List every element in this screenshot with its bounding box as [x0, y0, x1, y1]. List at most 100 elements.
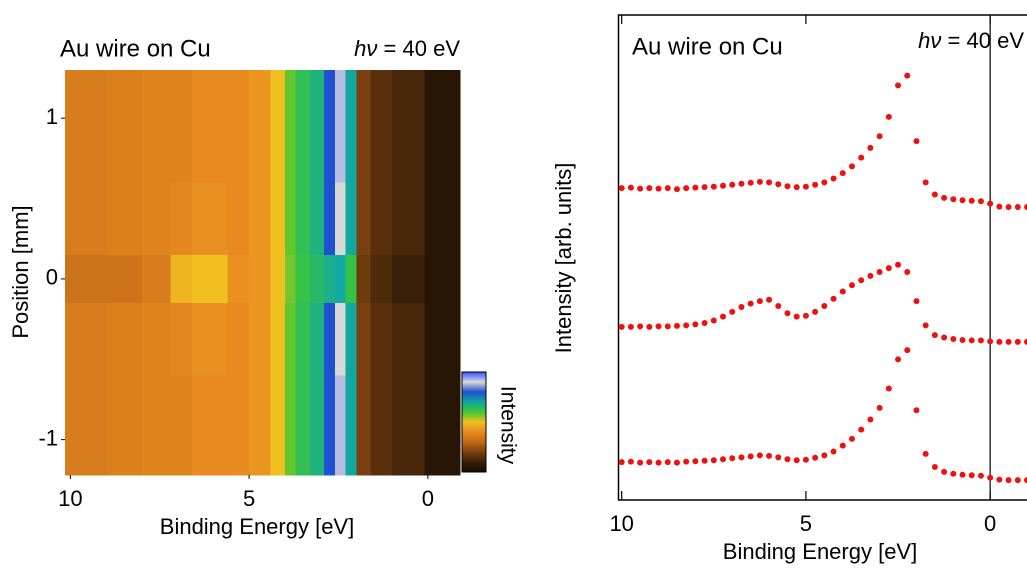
heatmap-cell	[345, 303, 357, 376]
data-point	[618, 459, 625, 466]
y-tick-label: 1	[46, 104, 58, 129]
heatmap-cell	[284, 254, 297, 304]
data-point	[618, 185, 625, 192]
heatmap-cell	[270, 375, 286, 476]
data-point	[977, 472, 984, 479]
data-point	[931, 464, 938, 471]
x-tick-label: 0	[984, 511, 996, 536]
data-point	[673, 186, 680, 193]
heatmap-cell	[141, 303, 171, 376]
data-point	[793, 313, 800, 320]
data-point	[793, 457, 800, 464]
data-point	[876, 133, 883, 140]
heatmap-cell	[284, 182, 297, 256]
data-point	[812, 181, 819, 188]
heatmap-cell	[65, 303, 107, 376]
data-point	[701, 184, 708, 191]
data-point	[968, 197, 975, 204]
edc-title: Au wire on Cu	[632, 33, 783, 60]
data-point	[895, 356, 902, 363]
data-point	[747, 179, 754, 186]
heatmap-cell	[309, 375, 325, 476]
x-tick-label: 10	[609, 511, 633, 536]
data-point	[895, 82, 902, 89]
heatmap-cell	[424, 375, 461, 476]
heatmap-cell	[170, 254, 193, 304]
colorbar-label: Intensity	[496, 386, 519, 465]
data-point	[867, 272, 874, 279]
heatmap-cell	[249, 254, 272, 304]
data-point	[821, 303, 828, 309]
data-point	[729, 455, 736, 462]
heatmap-cell	[65, 375, 107, 476]
heatmap-cell	[345, 182, 357, 256]
heatmap-cell	[392, 375, 425, 476]
data-point	[655, 323, 662, 330]
data-point	[821, 179, 828, 186]
heatmap-cell	[106, 375, 143, 476]
y-tick-label: -1	[38, 425, 58, 450]
heatmap-cell	[170, 375, 193, 476]
data-point	[720, 313, 727, 320]
heatmap-cell	[334, 254, 347, 304]
data-point	[931, 191, 938, 198]
heatmap-cell	[191, 303, 229, 376]
heatmap-cell	[249, 375, 272, 476]
heatmap-cell	[345, 375, 357, 476]
data-point	[664, 185, 671, 192]
edc-x-label: Binding Energy [eV]	[723, 539, 917, 564]
heatmap-cell	[295, 182, 311, 256]
data-point	[747, 453, 754, 460]
data-point	[729, 308, 736, 315]
map-title: Au wire on Cu	[60, 35, 211, 62]
data-point	[913, 298, 920, 305]
data-point	[812, 308, 819, 315]
data-point	[987, 474, 994, 481]
data-point	[775, 181, 782, 188]
data-point	[1014, 338, 1021, 345]
data-point	[775, 454, 782, 461]
data-point	[950, 335, 957, 342]
data-point	[802, 456, 809, 463]
data-point	[1005, 477, 1012, 484]
heatmap-cell	[227, 182, 250, 256]
heatmap-cell	[356, 254, 372, 304]
heatmap-cell	[65, 254, 107, 304]
heatmap-cell	[141, 182, 171, 256]
heatmap-cell	[284, 70, 297, 183]
data-point	[848, 435, 855, 442]
data-point	[756, 452, 763, 459]
data-point	[959, 197, 966, 204]
heatmap-cell	[345, 254, 357, 304]
heatmap-cell	[392, 70, 425, 183]
data-point	[858, 277, 865, 284]
data-point	[710, 183, 717, 190]
heatmap-cell	[270, 254, 286, 304]
heatmap-cell	[65, 182, 107, 256]
data-point	[830, 295, 837, 302]
heatmap-cell	[324, 70, 336, 183]
heatmap-cell	[309, 254, 325, 304]
heatmap-cell	[227, 375, 250, 476]
heatmap-cell	[392, 303, 425, 376]
heatmap-cell	[309, 303, 325, 376]
heatmap-cell	[191, 70, 229, 183]
data-point	[720, 182, 727, 189]
data-point	[839, 288, 846, 295]
data-point	[802, 312, 809, 319]
data-point	[821, 452, 828, 459]
heatmap-cell	[370, 70, 393, 183]
data-point	[950, 196, 957, 203]
heatmap-cell	[284, 375, 297, 476]
data-point	[683, 185, 690, 192]
heatmap-cell	[106, 254, 143, 304]
data-point	[673, 459, 680, 466]
data-point	[738, 303, 745, 310]
x-tick-label: 5	[800, 511, 812, 536]
heatmap-cell	[249, 303, 272, 376]
heatmap-cell	[324, 254, 336, 304]
data-point	[867, 416, 874, 423]
data-point	[848, 282, 855, 289]
data-point	[720, 456, 727, 463]
heatmap-cell	[424, 303, 461, 376]
